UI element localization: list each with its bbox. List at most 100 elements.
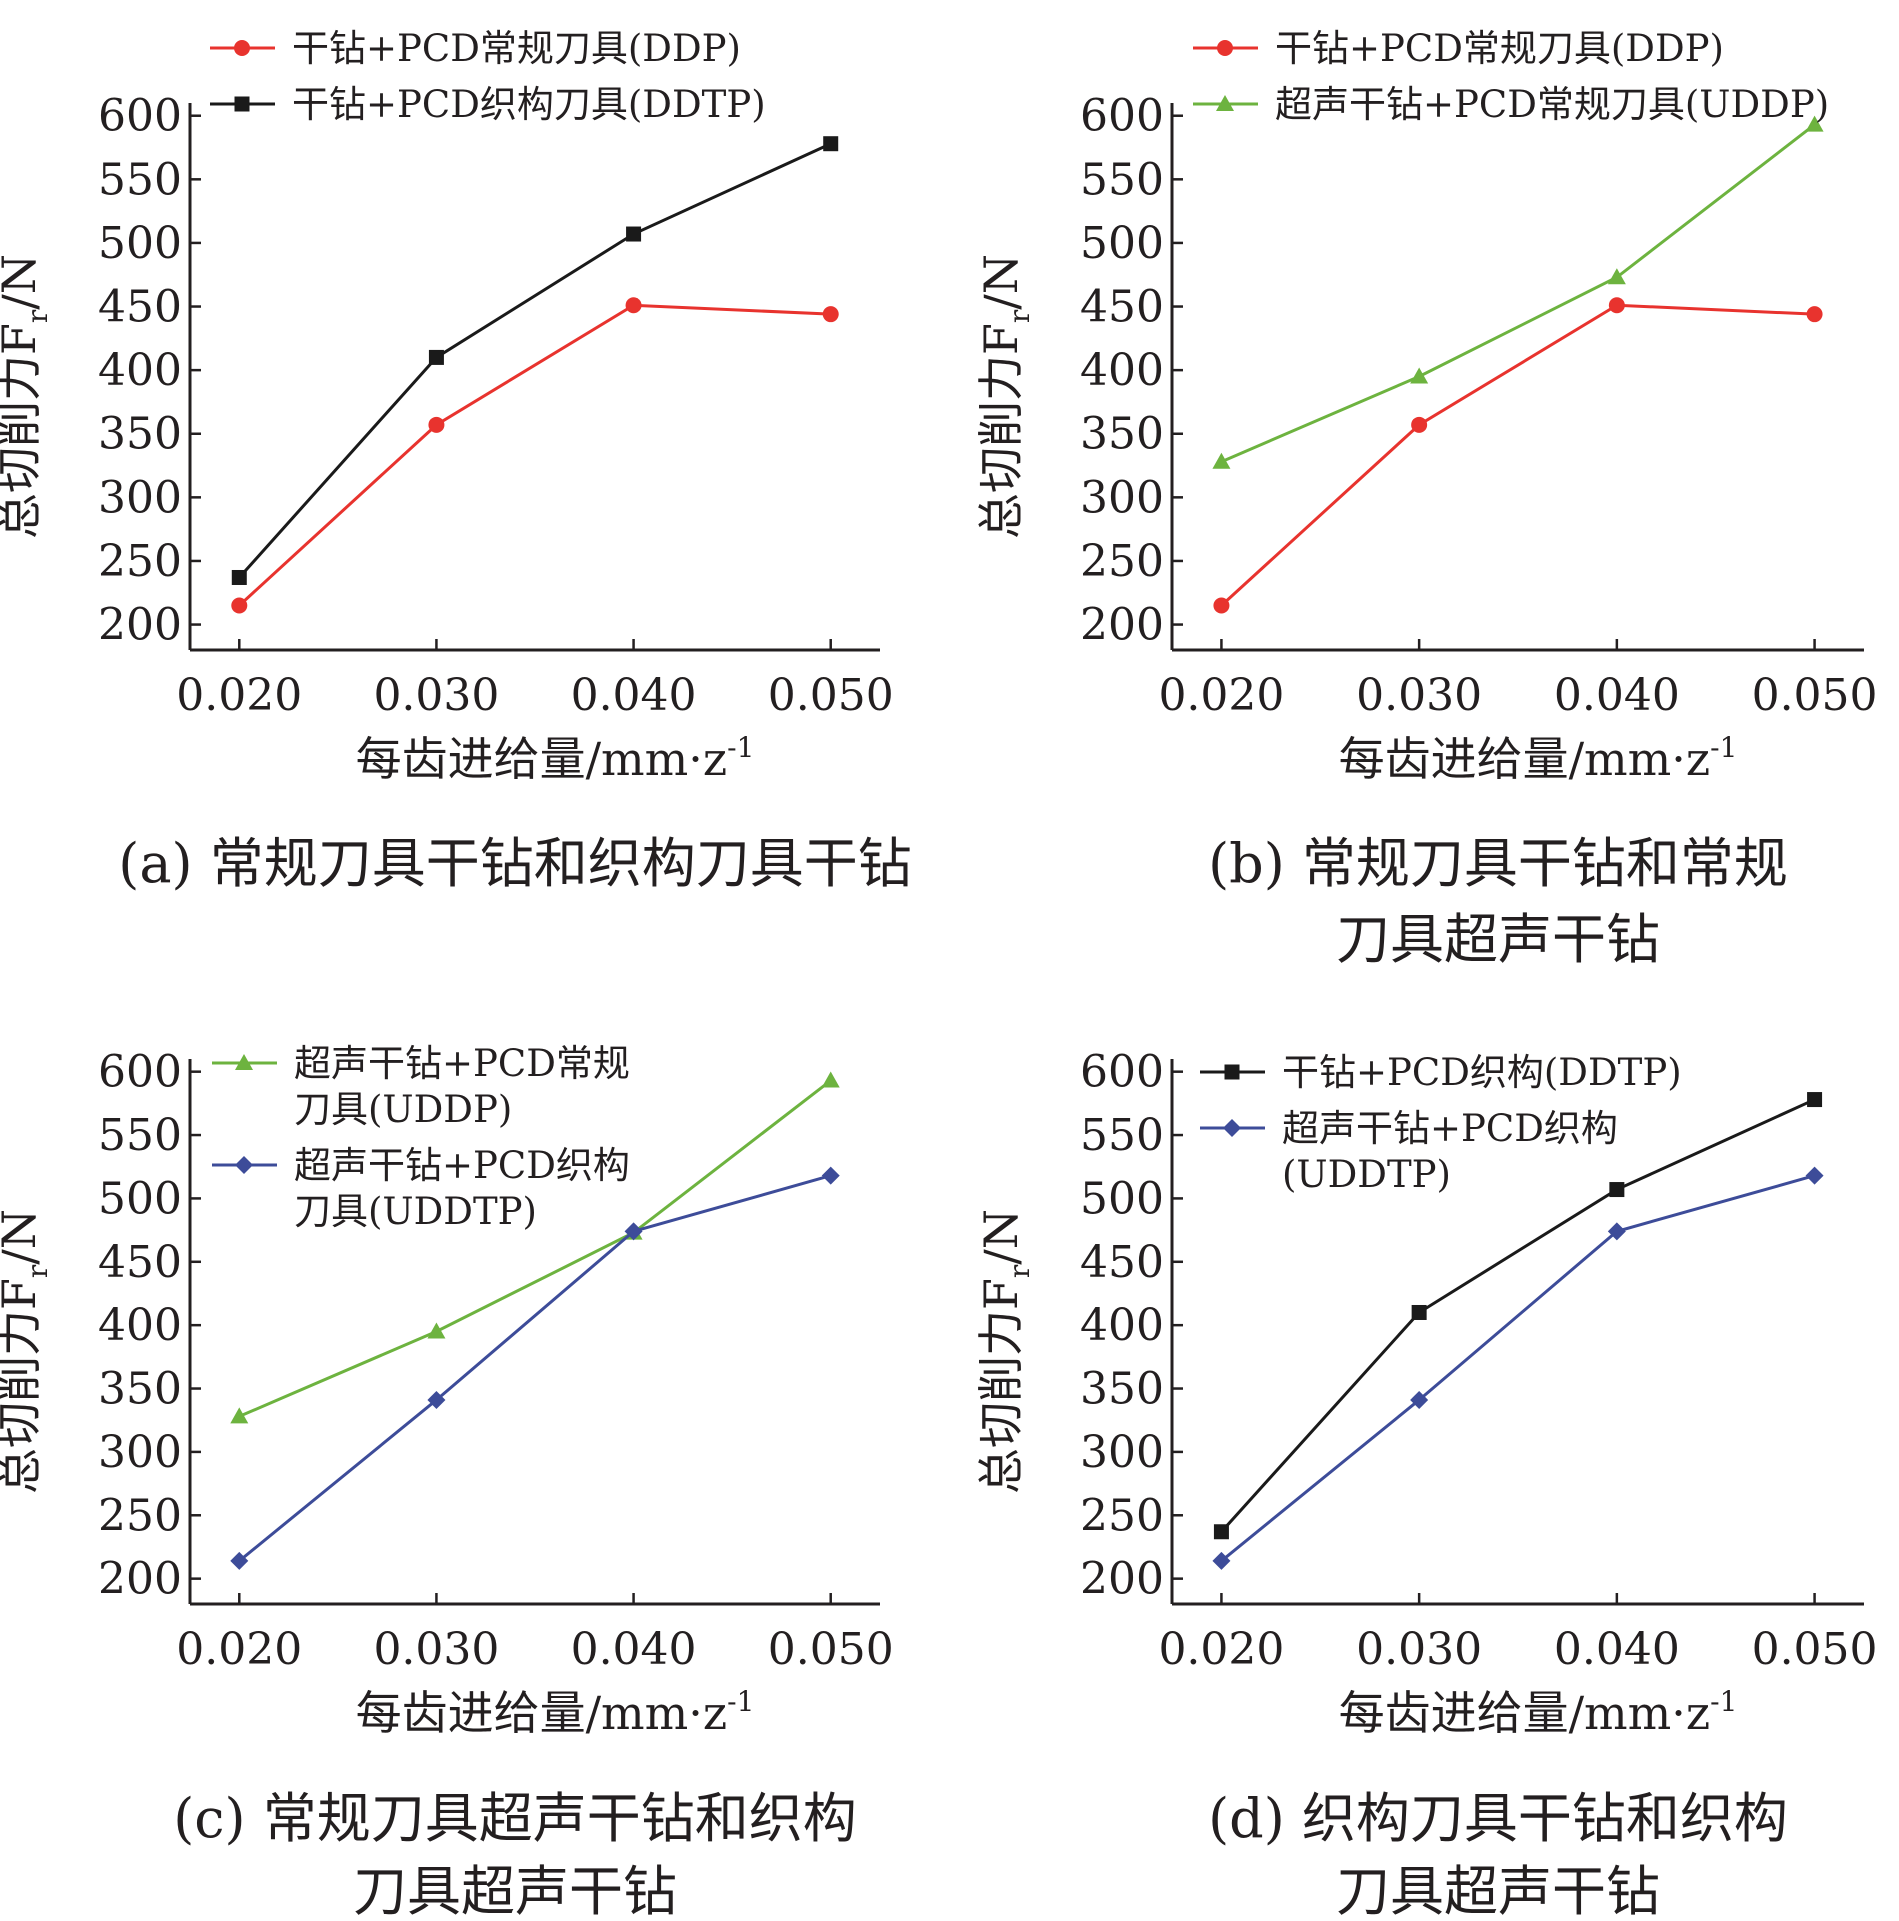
- y-tick-label: 500: [1080, 1173, 1164, 1224]
- legend-label: 超声干钻+PCD常规刀具(UDDP): [1275, 83, 1829, 126]
- chart-panel-b: 200 250 300 350 400 450 500 550 600 0.020 0.030 0.0…: [974, 27, 1878, 971]
- y-tick-label: 450: [98, 282, 182, 333]
- data-point: [1411, 416, 1428, 433]
- legend-label: (UDDTP): [1282, 1153, 1451, 1196]
- panel-caption: (d) 织构刀具干钻和织构: [1208, 1787, 1788, 1850]
- legend-label: 超声干钻+PCD织构: [1282, 1107, 1618, 1150]
- legend-label: 干钻+PCD常规刀具(DDP): [1275, 27, 1724, 70]
- y-tick-label: 300: [1080, 1427, 1164, 1478]
- panel-caption: (c) 常规刀具超声干钻和织构: [173, 1787, 857, 1850]
- data-point: [1608, 297, 1625, 314]
- data-point: [1212, 1551, 1231, 1570]
- y-tick-label: 300: [98, 1427, 182, 1478]
- x-tick-label: 0.030: [1356, 1624, 1482, 1675]
- y-tick-label: 550: [1080, 1110, 1164, 1161]
- x-tick-label: 0.050: [1752, 1624, 1878, 1675]
- x-tick-label: 0.040: [1554, 670, 1680, 721]
- y-tick-label: 600: [98, 91, 182, 142]
- x-axis-label: 每齿进给量/mm·z-1: [356, 1685, 755, 1740]
- x-tick-label: 0.030: [373, 670, 499, 721]
- y-tick-label: 550: [1080, 154, 1164, 205]
- y-axis-label-main: 总切削力F: [0, 323, 46, 539]
- y-axis-label: 总切削力Fr/N: [974, 254, 1036, 539]
- data-point: [1807, 1092, 1823, 1108]
- y-tick-label: 250: [98, 536, 182, 587]
- panel-caption: (a) 常规刀具干钻和织构刀具干钻: [118, 832, 912, 895]
- legend-marker-1: [1224, 1064, 1240, 1080]
- y-axis-label-main: 总切削力F: [974, 323, 1028, 539]
- legend-label: 超声干钻+PCD常规: [294, 1042, 630, 1085]
- y-tick-label: 600: [98, 1047, 182, 1098]
- series-line-2: [1220, 123, 1816, 464]
- x-axis-label-exponent: -1: [1710, 1685, 1737, 1718]
- y-axis-label-unit: /N: [0, 254, 46, 310]
- y-tick-label: 300: [1080, 472, 1164, 523]
- y-tick-label: 550: [98, 1110, 182, 1161]
- series-line-2: [1220, 1174, 1815, 1563]
- data-point: [822, 306, 839, 323]
- x-tick-label: 0.040: [571, 670, 697, 721]
- panel-caption: 刀具超声干钻: [353, 1860, 677, 1921]
- data-point: [1410, 367, 1429, 384]
- legend-marker-2: [1223, 1119, 1241, 1137]
- y-tick-label: 250: [1080, 536, 1164, 587]
- y-tick-label: 200: [98, 1554, 182, 1605]
- data-point: [428, 416, 445, 433]
- y-axis-label: 总切削力Fr/N: [974, 1209, 1036, 1494]
- y-tick-label: 500: [1080, 218, 1164, 269]
- y-tick-label: 200: [98, 600, 182, 651]
- data-point: [625, 297, 642, 314]
- y-tick-label: 500: [98, 218, 182, 269]
- x-axis-label-exponent: -1: [727, 731, 754, 764]
- data-point: [624, 1222, 643, 1241]
- x-tick-label: 0.030: [1356, 670, 1482, 721]
- legend-label: 刀具(UDDTP): [294, 1190, 537, 1233]
- data-point: [428, 349, 444, 365]
- x-axis-label: 每齿进给量/mm·z-1: [1339, 731, 1738, 786]
- y-axis-label: 总切削力Fr/N: [0, 1209, 54, 1494]
- x-axis-label-exponent: -1: [1710, 731, 1737, 764]
- data-point: [230, 1551, 249, 1570]
- y-tick-label: 400: [98, 345, 182, 396]
- y-tick-label: 300: [98, 472, 182, 523]
- x-tick-label: 0.040: [1554, 1624, 1680, 1675]
- data-point: [1806, 306, 1823, 323]
- y-axis-label-unit: /N: [974, 254, 1028, 310]
- data-point: [1607, 1222, 1626, 1241]
- legend-label: 刀具(UDDP): [294, 1088, 512, 1131]
- panel-caption: 刀具超声干钻: [1336, 908, 1660, 971]
- legend-label: 干钻+PCD织构刀具(DDTP): [292, 83, 766, 126]
- y-axis-label-subscript: r: [1003, 1264, 1036, 1278]
- data-point: [1213, 1524, 1229, 1540]
- y-axis-label: 总切削力Fr/N: [0, 254, 54, 539]
- data-point: [1212, 452, 1231, 469]
- data-point: [427, 1322, 446, 1339]
- legend-marker-1: [234, 40, 250, 56]
- x-tick-label: 0.020: [1158, 1624, 1284, 1675]
- legend-label: 干钻+PCD常规刀具(DDP): [292, 27, 741, 70]
- data-point: [1213, 597, 1230, 614]
- y-axis-label-unit: /N: [0, 1209, 46, 1265]
- data-point: [821, 1166, 840, 1185]
- data-point: [823, 136, 839, 152]
- y-tick-label: 550: [98, 154, 182, 205]
- series-line-2: [238, 1174, 832, 1563]
- legend-marker-2: [1216, 95, 1234, 111]
- x-tick-label: 0.040: [571, 1624, 697, 1675]
- legend-label: 超声干钻+PCD织构: [294, 1144, 630, 1187]
- data-point: [1805, 1166, 1824, 1185]
- y-tick-label: 600: [1080, 1047, 1164, 1098]
- data-point: [1607, 268, 1626, 285]
- data-point: [1609, 1182, 1625, 1198]
- data-point: [1411, 1304, 1427, 1320]
- x-tick-label: 0.020: [176, 1624, 302, 1675]
- y-tick-label: 500: [98, 1173, 182, 1224]
- data-point: [821, 1071, 840, 1088]
- series-line-1: [238, 303, 831, 607]
- data-point: [230, 1407, 249, 1424]
- legend-marker-2: [234, 96, 250, 112]
- y-axis-label-main: 总切削力F: [974, 1278, 1028, 1494]
- y-tick-label: 350: [1080, 1364, 1164, 1415]
- y-tick-label: 350: [1080, 409, 1164, 460]
